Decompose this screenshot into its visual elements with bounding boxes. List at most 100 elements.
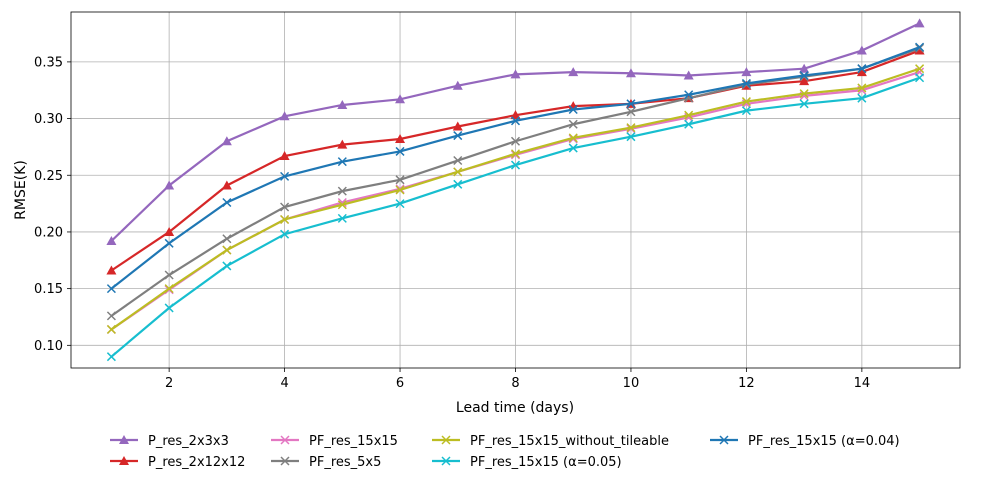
data-point [106,236,117,246]
data-point [395,146,405,156]
legend-item: P_res_2x3x3 [110,434,229,449]
data-point [915,42,925,52]
data-point [453,167,463,177]
data-point [337,157,347,167]
data-point [280,214,290,225]
data-point [395,199,405,209]
data-point [279,111,290,121]
data-point [799,89,809,99]
data-point [337,186,347,196]
data-point [568,119,578,129]
data-point [510,69,521,79]
y-tick-label: 0.30 [34,112,63,127]
legend-marker [280,435,290,445]
data-point [280,171,290,181]
series-group [106,18,925,362]
data-point [915,73,925,83]
data-point [684,110,694,120]
series-p-res-2x3x3 [106,18,925,246]
data-point [741,80,751,90]
data-point [626,107,636,117]
data-point [337,200,347,210]
data-point [106,352,116,362]
x-tick-label: 12 [738,376,755,391]
data-point [395,133,406,143]
data-point [914,45,925,55]
data-point [279,150,290,160]
data-point [626,123,636,133]
data-point [452,80,463,90]
data-point [510,160,521,170]
data-point [222,234,232,244]
data-point [568,67,579,77]
data-point [914,18,925,28]
data-point [337,139,348,149]
data-point [395,185,405,195]
data-point [568,133,578,143]
data-point [337,213,347,223]
y-tick-label: 0.10 [34,339,63,354]
data-point [626,99,636,109]
data-point [568,104,578,115]
data-point [337,99,348,109]
y-tick-label: 0.20 [34,225,63,240]
data-point [684,90,694,100]
series-pf-res-15x15-0-04- [106,42,925,294]
data-point [799,99,809,109]
data-point [510,136,521,146]
data-point [626,132,636,142]
x-tick-label: 10 [623,376,640,391]
legend-label: PF_res_15x15 [309,434,398,449]
data-point [222,197,232,208]
data-point [568,143,578,153]
data-point [857,64,867,74]
data-point [510,110,521,120]
data-point [915,64,925,74]
data-point [856,67,867,77]
legend-label: PF_res_15x15_without_tileable [470,434,669,449]
y-axis-label: RMSE(K) [13,160,29,220]
data-point [164,238,174,248]
data-point [221,180,232,190]
data-point [222,245,232,255]
x-tick-label: 4 [280,376,288,391]
legend-marker [119,435,129,444]
y-tick-label: 0.35 [34,55,63,70]
legend: P_res_2x3x3 PF_res_15x15 PF_res_15x15_with… [110,434,900,470]
legend-marker [280,456,290,466]
data-point [280,202,290,212]
legend-label: PF_res_15x15 (α=0.04) [748,434,900,449]
data-point [683,70,694,80]
legend-marker [441,456,451,466]
y-tick-label: 0.15 [34,282,63,297]
data-point [395,94,406,104]
data-point [453,155,463,166]
legend-item: PF_res_15x15 (α=0.05) [432,455,622,470]
data-point [684,119,694,129]
grid [71,12,960,368]
data-point [510,116,521,126]
data-point [106,265,117,275]
x-tick-label: 14 [854,376,871,391]
legend-label: PF_res_5x5 [309,455,381,470]
x-axis: 2 4 6 8 10 12 14 [165,368,870,391]
y-axis: 0.10 0.15 0.20 0.25 0.30 0.35 [34,55,71,354]
legend-label: PF_res_15x15 (α=0.05) [470,455,622,470]
data-point [164,270,174,280]
data-point [164,226,175,236]
legend-marker [441,435,451,445]
data-point [799,76,810,86]
series-pf-res-15x15-without-tileable [106,64,925,334]
data-point [106,311,116,321]
x-tick-label: 6 [396,376,404,391]
data-point [164,303,174,313]
data-point [856,45,867,55]
data-point [510,149,521,159]
data-point [741,106,751,116]
data-point [453,131,463,141]
legend-item: PF_res_15x15_without_tileable [432,434,669,449]
data-point [857,93,867,103]
series-pf-res-15x15-0-05- [106,73,925,362]
data-point [799,63,810,73]
legend-marker [719,435,729,445]
